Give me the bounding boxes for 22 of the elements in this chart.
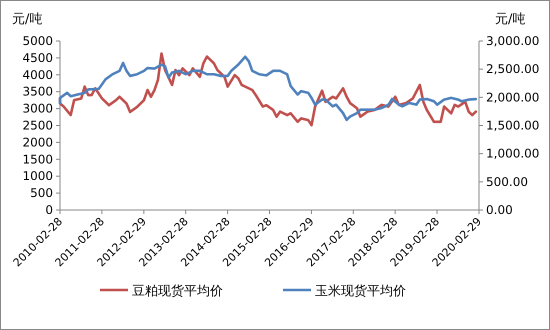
y2-tick-label: 1,000.00 [486, 146, 540, 161]
y2-tick-label: 0.00 [486, 203, 513, 217]
y-tick-label: 3500 [22, 84, 53, 99]
y-tick-label: 1000 [22, 169, 53, 184]
y-axis-title: 元/吨 [12, 12, 42, 27]
y-tick-label: 4500 [22, 50, 53, 65]
y2-tick-label: 2,500.00 [486, 62, 540, 76]
y-tick-label: 0 [45, 203, 53, 217]
y-tick-label: 4000 [22, 68, 53, 82]
y2-tick-label: 3,000.00 [486, 34, 540, 48]
y-tick-label: 2000 [22, 135, 53, 150]
y2-tick-label: 2,000.00 [486, 90, 540, 104]
legend-label: 豆粕现货平均价 [132, 284, 223, 299]
y-tick-label: 3000 [22, 102, 53, 116]
y-tick-label: 2500 [22, 118, 53, 132]
y2-tick-label: 500.00 [486, 174, 528, 189]
y-tick-label: 500 [30, 186, 53, 200]
y2-tick-label: 1,500.00 [486, 118, 540, 132]
legend-label: 玉米现货平均价 [315, 284, 406, 299]
y2-axis-title: 元/吨 [495, 12, 526, 27]
y-tick-label: 5000 [22, 34, 53, 48]
y-tick-label: 1500 [22, 152, 53, 166]
